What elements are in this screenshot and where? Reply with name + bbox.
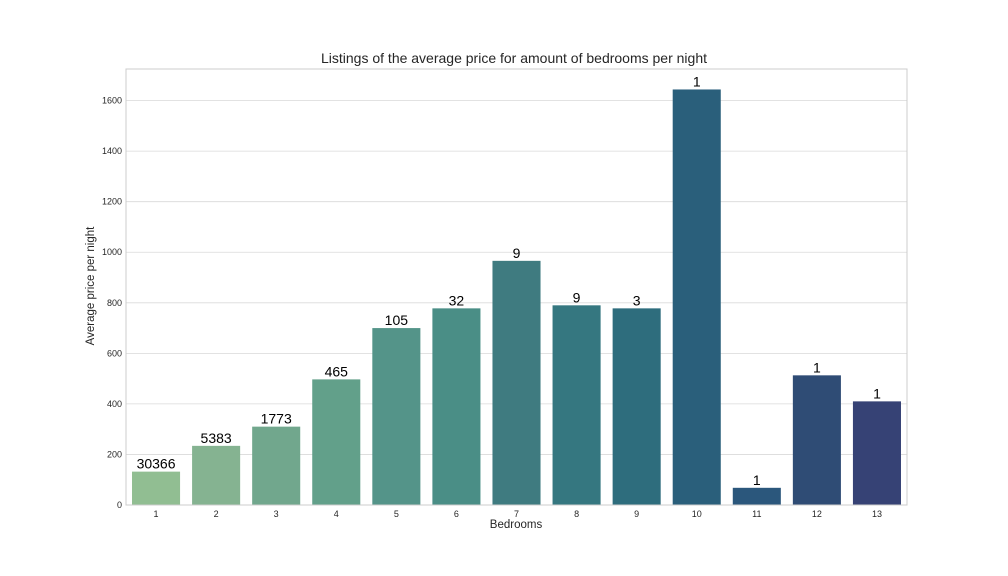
chart-title: Listings of the average price for amount…: [321, 50, 707, 66]
bar-12: [792, 375, 841, 505]
bar-value-label: 1: [873, 385, 881, 401]
y-axis-label: Average price per night: [85, 226, 97, 345]
bar-5: [372, 328, 421, 505]
bar-value-label: 3: [633, 292, 641, 308]
bar-value-label: 32: [449, 292, 465, 308]
x-tick-label: 13: [872, 509, 882, 519]
y-tick-label: 200: [107, 449, 122, 459]
bar-9: [612, 308, 661, 505]
y-tick-label: 0: [117, 500, 122, 510]
bar-value-label: 1: [753, 472, 761, 488]
y-tick-label: 600: [107, 348, 122, 358]
x-tick-label: 6: [454, 509, 459, 519]
bar-value-label: 9: [573, 289, 581, 305]
bar-value-labels: 30366 5383 1773 465 105 32 9 9 3 1 1 1 1: [137, 73, 881, 487]
bar-value-label: 465: [325, 363, 349, 379]
x-tick-label: 7: [514, 509, 519, 519]
bar-7: [492, 260, 541, 505]
x-axis-label: Bedrooms: [490, 519, 543, 531]
bar-2: [192, 445, 241, 505]
bar-value-label: 1773: [261, 411, 292, 427]
x-tick-label: 5: [394, 509, 399, 519]
bar-8: [552, 305, 601, 505]
x-tick-label: 10: [692, 509, 702, 519]
bar-value-label: 1: [813, 359, 821, 375]
x-tick-label: 12: [812, 509, 822, 519]
bar-4: [312, 379, 361, 505]
bar-6: [432, 308, 481, 505]
bar-3: [252, 426, 301, 505]
bar-value-label: 1: [693, 73, 701, 89]
x-axis-ticks: 1 2 3 4 5 6 7 8 9 10 11 12 13: [154, 509, 882, 519]
x-tick-label: 11: [752, 509, 761, 519]
x-tick-label: 3: [274, 509, 279, 519]
x-tick-label: 8: [574, 509, 579, 519]
y-tick-label: 1200: [102, 197, 122, 207]
x-tick-label: 4: [334, 509, 339, 519]
y-tick-label: 1600: [102, 96, 122, 106]
bar-13: [852, 401, 901, 505]
plot-frame: [125, 68, 908, 506]
bar-10: [672, 89, 721, 505]
bar-value-label: 9: [513, 245, 521, 261]
y-tick-label: 1400: [102, 146, 122, 156]
bar-value-label: 5383: [201, 430, 232, 446]
bar-value-label: 30366: [137, 456, 176, 472]
bar-value-label: 105: [385, 312, 409, 328]
bar-11: [732, 487, 781, 505]
bars: [132, 89, 901, 505]
y-axis-ticks: 0 200 400 600 800 1000 1200 1400 1600: [102, 96, 122, 510]
x-tick-label: 2: [214, 509, 219, 519]
y-tick-label: 800: [107, 298, 122, 308]
y-tick-label: 400: [107, 399, 122, 409]
bar-1: [132, 471, 181, 505]
x-tick-label: 9: [634, 509, 639, 519]
y-tick-label: 1000: [102, 247, 122, 257]
x-tick-label: 1: [154, 509, 159, 519]
